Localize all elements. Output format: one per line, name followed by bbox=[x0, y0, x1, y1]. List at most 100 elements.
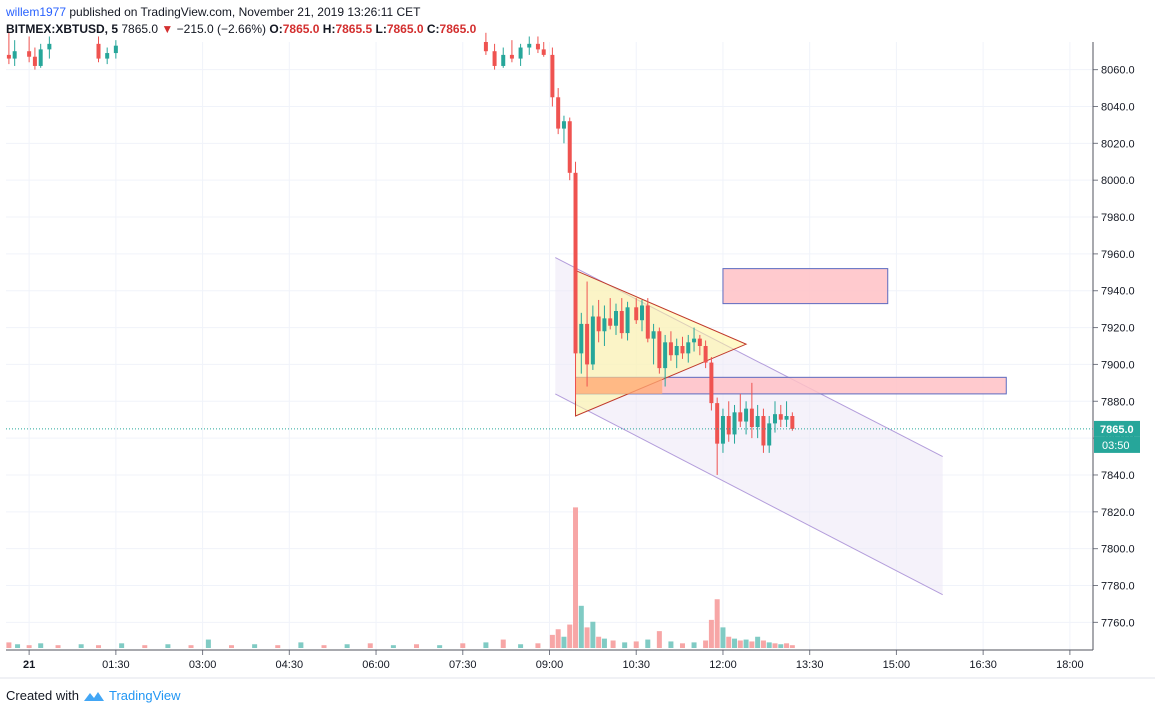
candle-body bbox=[105, 53, 110, 59]
candle bbox=[738, 393, 743, 428]
candle bbox=[492, 43, 497, 70]
volume-bar bbox=[772, 643, 778, 648]
candle-body bbox=[720, 416, 725, 444]
candle bbox=[697, 334, 702, 356]
volume-bar bbox=[645, 639, 651, 648]
volume-bar bbox=[390, 645, 396, 648]
candle bbox=[634, 298, 639, 324]
axes: 8060.0 8040.0 8020.0 8000.0 7980.0 7960.0 7940… bbox=[0, 42, 1155, 679]
candle-body bbox=[619, 310, 624, 334]
candle-body bbox=[602, 318, 607, 332]
candle bbox=[657, 327, 662, 374]
volume-bar bbox=[743, 639, 749, 648]
volume-bar bbox=[596, 636, 602, 648]
candle bbox=[755, 404, 760, 439]
volume-bar bbox=[760, 640, 766, 648]
candle-body bbox=[692, 338, 697, 343]
candle-body bbox=[535, 43, 540, 50]
x-tick-label: 03:00 bbox=[189, 659, 217, 671]
candle bbox=[732, 404, 737, 444]
volume-bar bbox=[38, 643, 44, 648]
y-tick-label: 7780.0 bbox=[1101, 581, 1135, 593]
ohlc-close: 7865.0 bbox=[439, 22, 477, 36]
resistance-zone bbox=[722, 268, 889, 305]
candle-body bbox=[686, 342, 691, 354]
y-tick-label: 7960.0 bbox=[1101, 249, 1135, 261]
volume-bar bbox=[584, 627, 590, 648]
candle-body bbox=[501, 54, 506, 66]
candle-body bbox=[509, 54, 514, 59]
volume-bar bbox=[321, 645, 327, 648]
candle bbox=[105, 47, 110, 65]
volume-bar bbox=[778, 644, 784, 648]
candle bbox=[573, 161, 578, 402]
volume-bar bbox=[708, 619, 714, 648]
candle bbox=[703, 340, 708, 369]
y-tick-label: 7940.0 bbox=[1101, 286, 1135, 298]
volume-bar bbox=[732, 638, 738, 648]
candle bbox=[509, 40, 514, 63]
y-tick-label: 7900.0 bbox=[1101, 359, 1135, 371]
countdown-badge-bg bbox=[1094, 436, 1140, 453]
publish-header: willem1977 published on TradingView.com,… bbox=[6, 5, 420, 19]
candle-body bbox=[657, 331, 662, 369]
ohlc-open-label: O: bbox=[269, 22, 283, 36]
channel-lower-line bbox=[555, 393, 943, 596]
volume-bar bbox=[578, 605, 584, 648]
candle bbox=[613, 303, 618, 335]
candle bbox=[567, 117, 572, 181]
candle bbox=[96, 36, 101, 63]
candle bbox=[608, 298, 613, 330]
candle-body bbox=[790, 416, 795, 429]
author-name[interactable]: willem1977 bbox=[6, 5, 67, 19]
triangle-zone-overlap bbox=[575, 377, 663, 394]
y-tick-label: 7760.0 bbox=[1101, 617, 1135, 629]
candle-body bbox=[96, 43, 101, 59]
candle-body bbox=[492, 51, 497, 66]
volume-bar bbox=[298, 642, 304, 648]
volume-bar bbox=[610, 640, 616, 648]
candle bbox=[27, 36, 32, 63]
candle bbox=[32, 47, 37, 70]
symbol-header: BITMEX:XBTUSD, 5 7865.0 ▼ −215.0 (−2.66%… bbox=[6, 22, 476, 36]
candle bbox=[527, 36, 532, 55]
x-tick-label: 07:30 bbox=[449, 659, 477, 671]
candle-body bbox=[585, 323, 590, 365]
candle bbox=[726, 401, 731, 442]
candle bbox=[645, 298, 650, 343]
volume-bar bbox=[165, 644, 171, 648]
tradingview-brand[interactable]: TradingView bbox=[108, 688, 181, 703]
price-change: −215.0 (−2.66%) bbox=[176, 22, 267, 36]
candle-body bbox=[749, 408, 754, 428]
volume-bar bbox=[535, 643, 541, 648]
candle-body bbox=[651, 331, 656, 339]
volume-bar bbox=[784, 643, 790, 648]
candle bbox=[556, 88, 561, 135]
publish-info: published on TradingView.com, November 2… bbox=[69, 5, 421, 19]
candle bbox=[790, 412, 795, 431]
candle-body bbox=[27, 51, 32, 57]
candle bbox=[625, 301, 630, 341]
x-tick-label: 06:00 bbox=[362, 659, 390, 671]
candle-body bbox=[541, 49, 546, 55]
candle bbox=[761, 408, 766, 453]
volume-bar bbox=[26, 645, 32, 648]
volume-bar bbox=[714, 599, 720, 648]
last-price: 7865.0 bbox=[121, 22, 159, 36]
candle-body bbox=[556, 97, 561, 129]
volume-bar bbox=[483, 642, 489, 648]
volume-bar bbox=[668, 641, 674, 648]
volume-bar bbox=[703, 640, 709, 648]
symbol-name[interactable]: BITMEX:XBTUSD, 5 bbox=[6, 22, 119, 36]
candle-body bbox=[518, 47, 523, 59]
candle-body bbox=[767, 423, 772, 446]
candle-body bbox=[579, 323, 584, 354]
volume-bar bbox=[142, 645, 148, 648]
candle bbox=[113, 40, 118, 59]
volume-bar bbox=[437, 645, 443, 648]
volume-bar bbox=[656, 631, 662, 648]
x-tick-label: 01:30 bbox=[102, 659, 130, 671]
x-tick-label: 13:30 bbox=[796, 659, 824, 671]
candle-body bbox=[772, 414, 777, 424]
